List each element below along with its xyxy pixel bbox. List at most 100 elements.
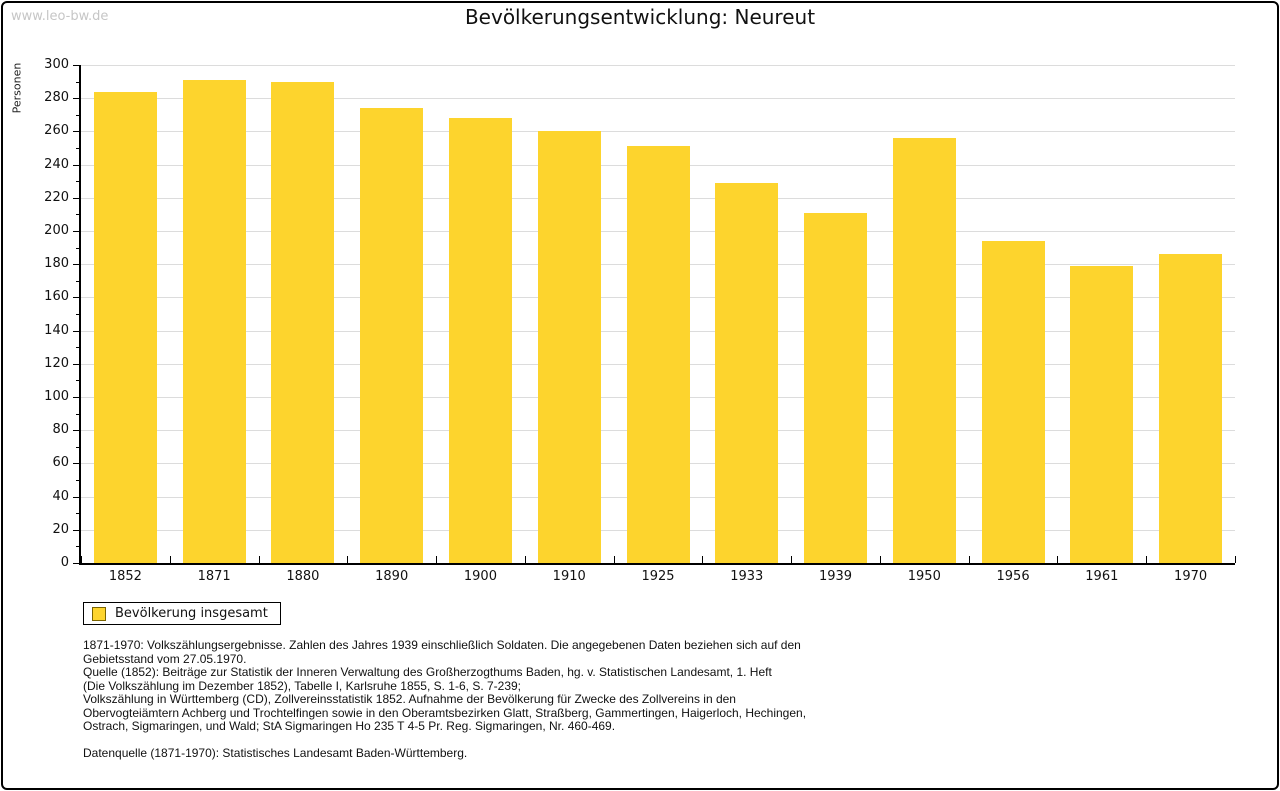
y-tick [73,563,79,564]
y-tick [73,496,79,498]
bar-1880 [271,82,334,563]
x-tick [880,556,881,563]
gridline [81,98,1235,100]
y-tick-label: 100 [44,389,69,404]
y-tick [76,513,79,515]
y-tick-label: 300 [44,57,69,72]
y-tick [73,397,79,398]
y-tick-label: 180 [44,256,69,272]
bar-1852 [94,92,157,563]
y-tick-label: 240 [44,156,69,172]
y-tick [76,81,79,83]
chart-title: Bevölkerungsentwicklung: Neureut [464,5,816,29]
x-tick [1235,556,1236,563]
y-tick-label: 160 [44,289,69,305]
y-tick [73,65,79,66]
x-tick [791,556,792,563]
y-axis-title: Personen [10,62,24,114]
x-tick [969,556,970,563]
footnote-line: (Die Volkszählung im Dezember 1852), Tab… [83,678,522,693]
y-tick-label: 140 [44,322,69,338]
y-tick [76,247,79,249]
y-tick [73,529,79,531]
footnote-line: Obervogteiämtern Achberg und Trochtelfin… [83,705,807,720]
y-tick [73,98,79,100]
legend-swatch-icon [92,606,106,621]
x-tick [347,556,348,563]
x-tick-label: 1852 [108,569,142,584]
footnote-line: Datenquelle (1871-1970): Statistisches L… [83,746,468,760]
y-tick [73,164,79,166]
x-tick-label: 1910 [552,569,586,584]
y-tick-label: 40 [52,488,69,504]
footnote-line: Ostrach, Sigmaringen, und Wald; StA Sigm… [83,719,616,733]
legend: Bevölkerung insgesamt [83,602,281,625]
y-tick [76,480,79,481]
bar-1970 [1159,254,1222,563]
y-tick-label: 80 [52,422,69,438]
x-tick [1057,556,1058,563]
x-tick [436,556,437,563]
y-tick [76,214,79,216]
bar-1910 [538,131,601,563]
y-tick-label: 220 [44,189,69,205]
y-tick [76,413,79,415]
y-tick-label: 20 [52,521,69,537]
x-tick-label: 1939 [818,569,853,584]
bar-1939 [804,213,867,563]
x-tick-label: 1890 [375,569,409,584]
x-tick [1146,556,1147,563]
x-tick-label: 1950 [907,569,941,584]
y-tick [73,297,79,299]
y-tick [73,197,79,199]
x-tick [81,556,82,563]
bar-1890 [360,108,423,563]
bar-1871 [183,80,246,563]
x-tick [170,556,171,563]
x-tick [525,556,526,563]
footnote-line: 1871-1970: Volkszählungsergebnisse. Zahl… [83,638,801,652]
plot-area [81,65,1235,563]
bar-1900 [449,118,512,563]
x-tick [614,556,615,563]
y-tick [76,446,79,448]
y-tick [76,114,79,116]
y-tick [76,181,79,183]
y-tick [76,380,79,382]
y-tick-label: 200 [44,223,69,238]
watermark: www.leo-bw.de [11,9,109,24]
bar-1933 [715,183,778,563]
footnote-line [83,734,806,748]
x-tick-label: 1961 [1085,569,1119,584]
y-tick [76,314,79,315]
footnote: 1871-1970: Volkszählungsergebnisse. Zahl… [83,638,807,761]
gridline [81,65,1235,66]
x-tick [259,556,260,563]
gridline [81,131,1235,133]
y-tick [76,347,79,349]
bar-1925 [627,146,690,563]
y-tick [73,231,79,232]
x-tick-label: 1871 [197,569,231,584]
x-tick-label: 1900 [463,569,497,584]
y-tick [73,430,79,432]
x-tick [702,556,703,563]
x-tick-label: 1970 [1174,569,1208,584]
y-tick [73,131,79,133]
y-axis-line [79,65,81,565]
bar-1961 [1070,266,1133,563]
y-tick [73,330,79,332]
y-tick [76,546,79,548]
y-tick-label: 260 [44,123,69,139]
x-tick-label: 1956 [996,569,1030,584]
y-tick [73,363,79,365]
footnote-line: Volkszählung in Württemberg (CD), Zollve… [83,692,736,706]
y-tick-label: 280 [44,90,69,106]
y-tick [73,463,79,465]
y-tick-label: 120 [44,355,69,371]
legend-label: Bevölkerung insgesamt [115,606,268,621]
y-tick [73,264,79,266]
x-tick-label: 1933 [730,569,764,584]
footnote-line: Quelle (1852): Beiträge zur Statistik de… [83,665,772,679]
